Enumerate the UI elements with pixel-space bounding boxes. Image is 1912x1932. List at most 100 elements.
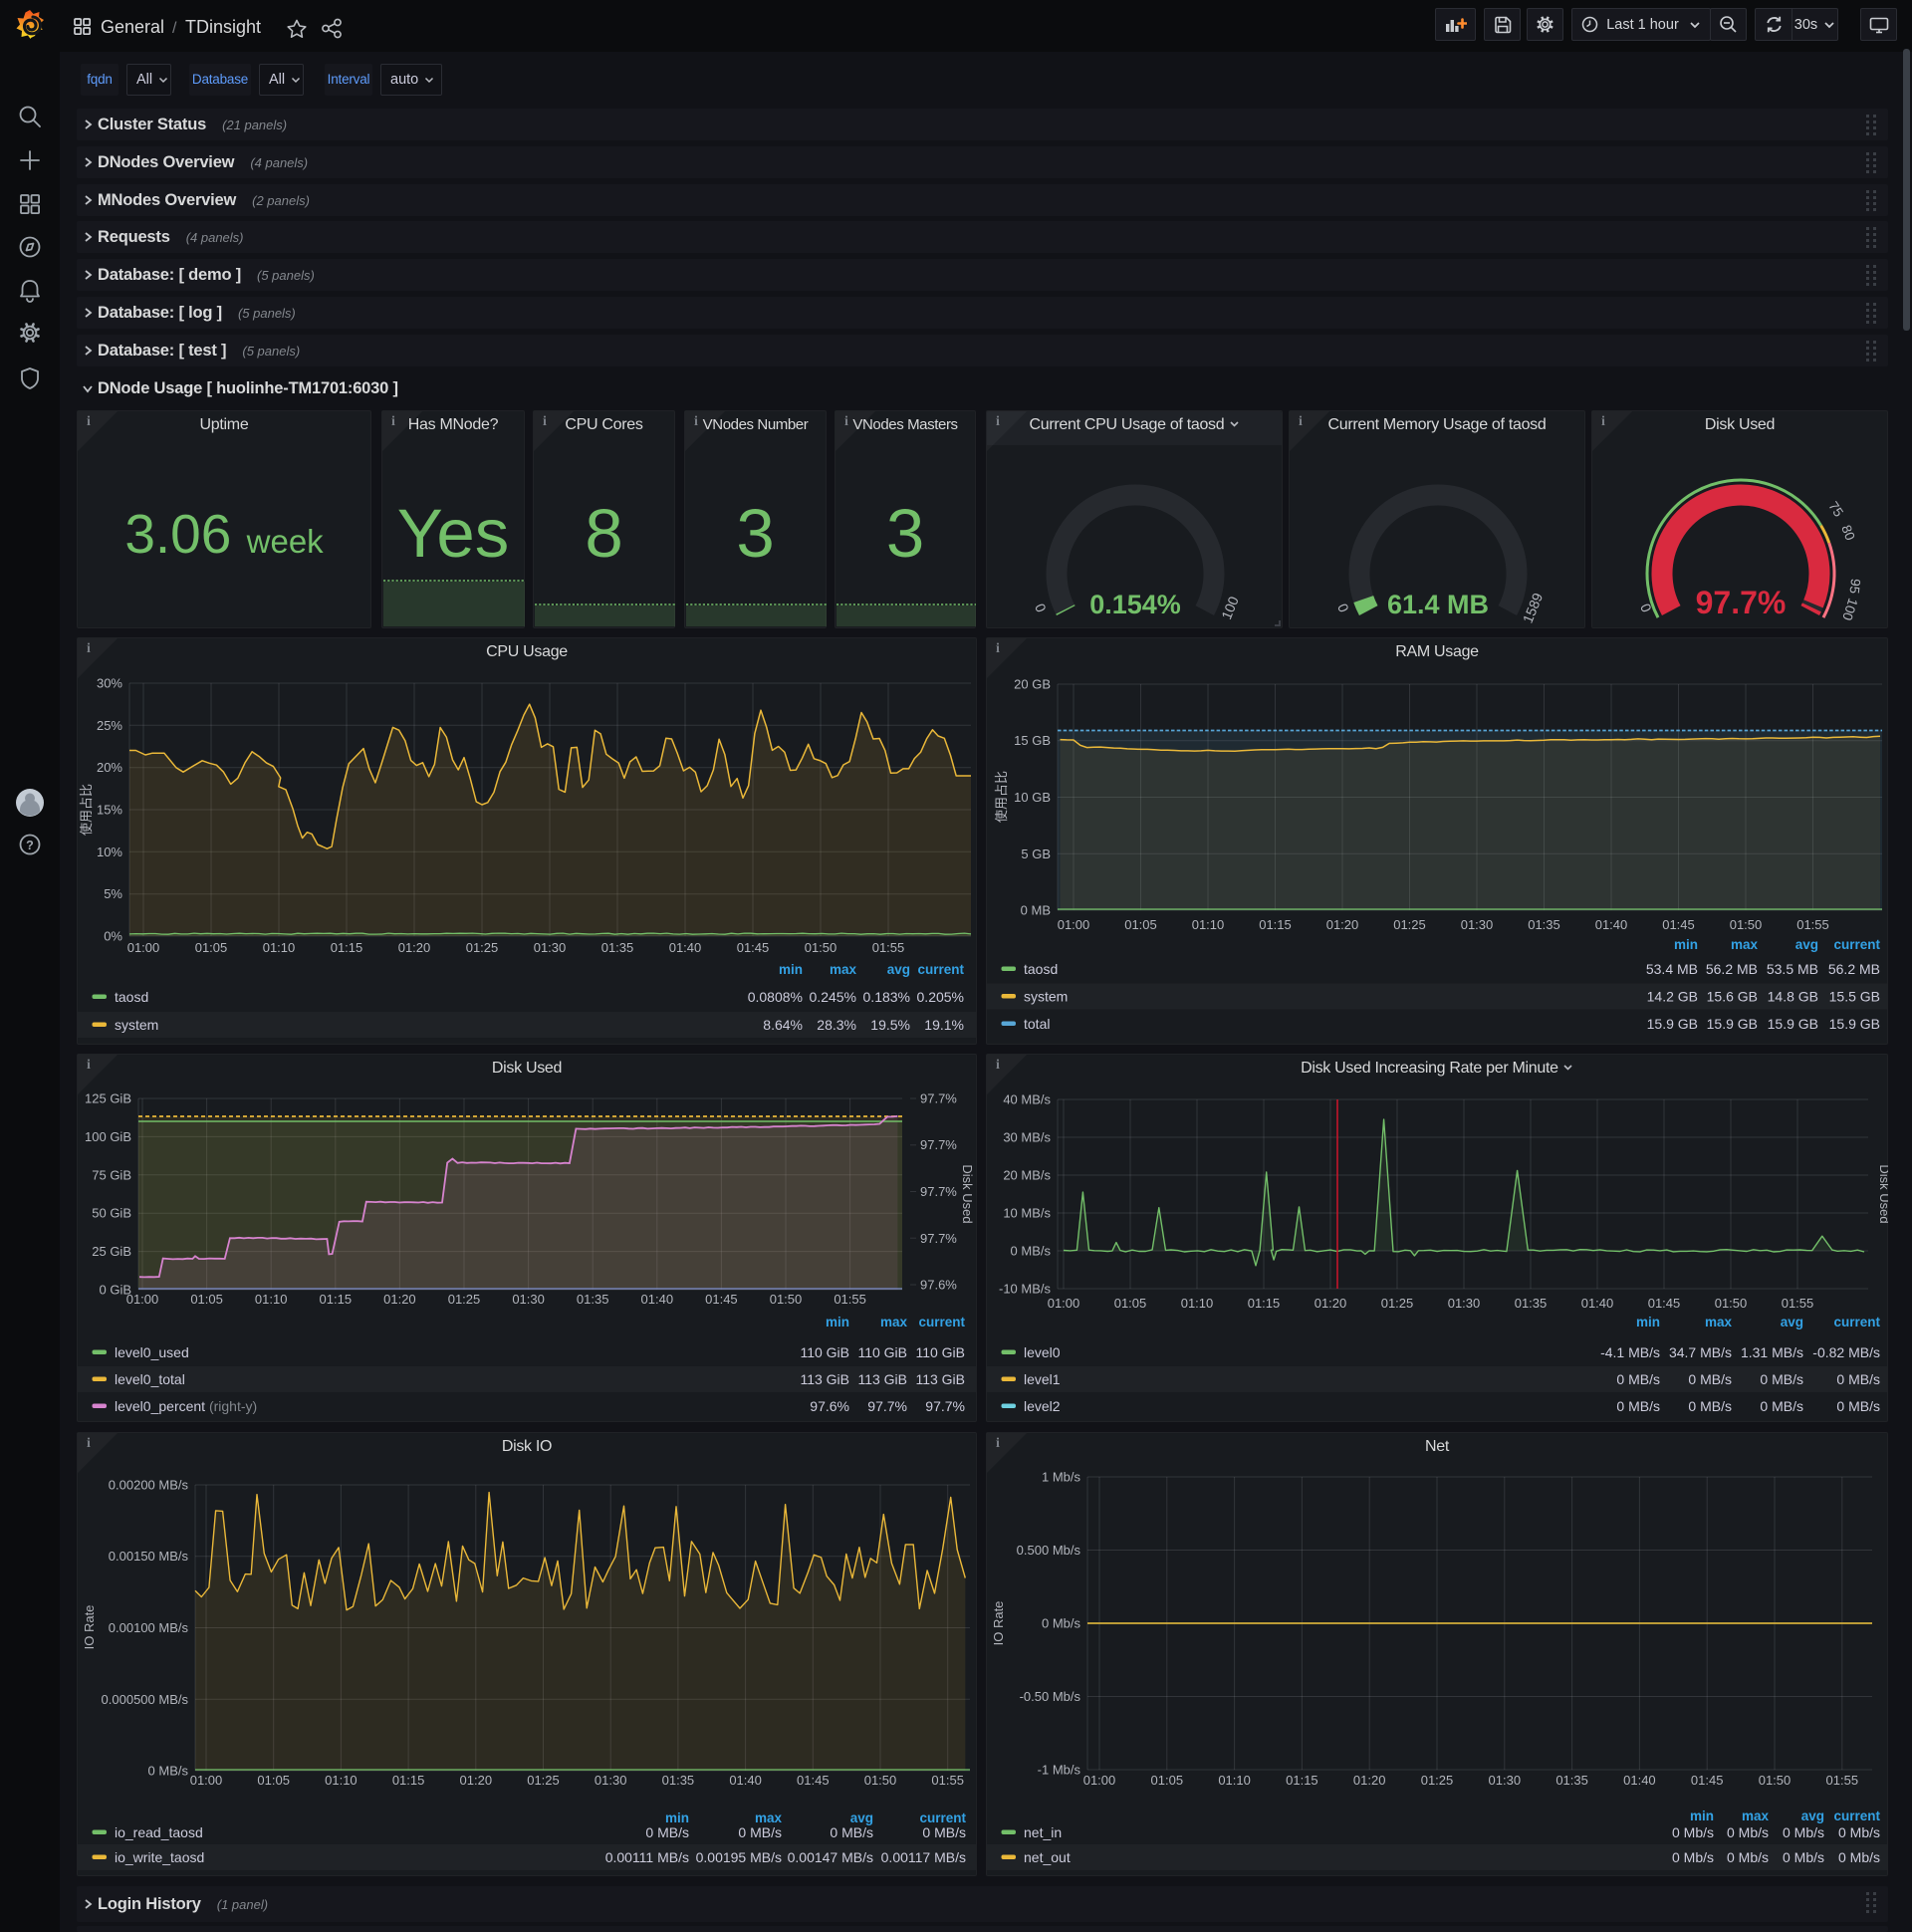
svg-text:01:05: 01:05 bbox=[257, 1773, 290, 1788]
svg-text:01:55: 01:55 bbox=[834, 1292, 866, 1307]
svg-text:current: current bbox=[918, 1315, 965, 1329]
svg-text:01:45: 01:45 bbox=[797, 1773, 830, 1788]
svg-text:14.8 GB: 14.8 GB bbox=[1768, 989, 1818, 1005]
svg-text:/: / bbox=[172, 20, 177, 37]
svg-text:0 MB/s: 0 MB/s bbox=[1011, 1244, 1052, 1259]
svg-text:01:10: 01:10 bbox=[1218, 1773, 1251, 1788]
svg-text:01:10: 01:10 bbox=[255, 1292, 288, 1307]
svg-text:20 GB: 20 GB bbox=[1014, 677, 1051, 692]
svg-text:01:30: 01:30 bbox=[534, 940, 567, 955]
svg-text:0.00150 MB/s: 0.00150 MB/s bbox=[109, 1549, 189, 1564]
svg-text:0.000500 MB/s: 0.000500 MB/s bbox=[102, 1692, 189, 1707]
svg-text:0: 0 bbox=[1637, 602, 1655, 614]
svg-text:min: min bbox=[665, 1811, 689, 1825]
svg-text:01:25: 01:25 bbox=[448, 1292, 481, 1307]
svg-text:min: min bbox=[826, 1315, 849, 1329]
svg-text:56.2 MB: 56.2 MB bbox=[1828, 961, 1880, 977]
svg-text:0.245%: 0.245% bbox=[810, 989, 856, 1005]
svg-text:system: system bbox=[115, 1017, 158, 1033]
svg-text:15.9 GB: 15.9 GB bbox=[1829, 1016, 1880, 1032]
svg-text:01:35: 01:35 bbox=[577, 1292, 609, 1307]
svg-text:TDinsight: TDinsight bbox=[185, 17, 261, 37]
svg-text:20%: 20% bbox=[97, 760, 122, 775]
svg-text:max: max bbox=[1742, 1809, 1770, 1823]
svg-text:0 Mb/s: 0 Mb/s bbox=[1838, 1849, 1880, 1865]
svg-text:01:55: 01:55 bbox=[872, 940, 905, 955]
svg-text:io_read_taosd: io_read_taosd bbox=[115, 1824, 203, 1840]
svg-text:01:50: 01:50 bbox=[1730, 917, 1763, 932]
svg-text:01:10: 01:10 bbox=[1181, 1296, 1214, 1311]
svg-text:0 MB: 0 MB bbox=[1021, 903, 1051, 918]
svg-text:97.7%: 97.7% bbox=[925, 1398, 965, 1414]
svg-text:01:20: 01:20 bbox=[460, 1773, 493, 1788]
svg-text:113 GiB: 113 GiB bbox=[857, 1371, 907, 1387]
svg-text:IO Rate: IO Rate bbox=[82, 1605, 97, 1650]
svg-text:28.3%: 28.3% bbox=[817, 1017, 856, 1033]
svg-text:25 GiB: 25 GiB bbox=[92, 1244, 131, 1259]
svg-text:30 MB/s: 30 MB/s bbox=[1003, 1130, 1051, 1145]
svg-text:current: current bbox=[919, 1811, 966, 1825]
svg-text:25%: 25% bbox=[97, 718, 122, 733]
svg-text:01:20: 01:20 bbox=[1314, 1296, 1347, 1311]
svg-text:-0.82 MB/s: -0.82 MB/s bbox=[1812, 1344, 1880, 1360]
svg-text:max: max bbox=[1731, 937, 1759, 952]
svg-text:01:30: 01:30 bbox=[512, 1292, 545, 1307]
svg-text:01:15: 01:15 bbox=[320, 1292, 353, 1307]
svg-text:01:05: 01:05 bbox=[195, 940, 228, 955]
svg-text:min: min bbox=[1690, 1809, 1714, 1823]
svg-text:0 Mb/s: 0 Mb/s bbox=[1672, 1849, 1714, 1865]
svg-text:-1 Mb/s: -1 Mb/s bbox=[1038, 1763, 1081, 1778]
svg-text:max: max bbox=[830, 962, 857, 977]
svg-text:min: min bbox=[1674, 937, 1698, 952]
svg-text:01:35: 01:35 bbox=[601, 940, 634, 955]
svg-text:0 Mb/s: 0 Mb/s bbox=[1727, 1849, 1769, 1865]
svg-text:min: min bbox=[1636, 1315, 1660, 1329]
svg-text:1 Mb/s: 1 Mb/s bbox=[1042, 1470, 1081, 1485]
svg-text:IO Rate: IO Rate bbox=[991, 1601, 1006, 1646]
svg-text:avg: avg bbox=[850, 1811, 873, 1825]
svg-text:current: current bbox=[1833, 1315, 1880, 1329]
svg-text:-4.1 MB/s: -4.1 MB/s bbox=[1600, 1344, 1660, 1360]
svg-text:system: system bbox=[1024, 989, 1068, 1005]
svg-text:113 GiB: 113 GiB bbox=[800, 1371, 849, 1387]
svg-text:0.205%: 0.205% bbox=[917, 989, 964, 1005]
svg-text:0 MB/s: 0 MB/s bbox=[1836, 1371, 1880, 1387]
svg-text:level0_percent (right-y): level0_percent (right-y) bbox=[115, 1398, 257, 1414]
svg-text:97.7%: 97.7% bbox=[920, 1184, 957, 1199]
svg-text:0 MB/s: 0 MB/s bbox=[1616, 1398, 1660, 1414]
svg-text:97.7%: 97.7% bbox=[920, 1137, 957, 1152]
svg-text:0 MB/s: 0 MB/s bbox=[1616, 1371, 1660, 1387]
svg-text:level2: level2 bbox=[1024, 1398, 1061, 1414]
svg-text:100 GiB: 100 GiB bbox=[85, 1129, 131, 1144]
svg-text:8.64%: 8.64% bbox=[763, 1017, 803, 1033]
svg-text:75 GiB: 75 GiB bbox=[92, 1167, 131, 1182]
svg-text:net_in: net_in bbox=[1024, 1824, 1062, 1840]
svg-text:01:50: 01:50 bbox=[770, 1292, 803, 1307]
svg-text:01:00: 01:00 bbox=[126, 1292, 159, 1307]
svg-text:01:00: 01:00 bbox=[190, 1773, 223, 1788]
svg-text:80: 80 bbox=[1838, 523, 1857, 542]
svg-text:avg: avg bbox=[1795, 937, 1818, 952]
svg-text:01:05: 01:05 bbox=[1124, 917, 1157, 932]
svg-text:01:20: 01:20 bbox=[1326, 917, 1359, 932]
svg-text:0 MB/s: 0 MB/s bbox=[148, 1764, 189, 1779]
svg-text:0 MB/s: 0 MB/s bbox=[1688, 1371, 1732, 1387]
svg-text:0 MB/s: 0 MB/s bbox=[1760, 1371, 1803, 1387]
svg-text:15 GB: 15 GB bbox=[1014, 733, 1051, 748]
svg-text:01:00: 01:00 bbox=[1058, 917, 1090, 932]
svg-text:01:05: 01:05 bbox=[190, 1292, 223, 1307]
svg-text:net_out: net_out bbox=[1024, 1849, 1071, 1865]
svg-text:Disk Used: Disk Used bbox=[1877, 1164, 1888, 1223]
svg-text:01:50: 01:50 bbox=[1715, 1296, 1748, 1311]
svg-text:01:35: 01:35 bbox=[1528, 917, 1560, 932]
svg-text:50 GiB: 50 GiB bbox=[92, 1206, 131, 1221]
svg-text:current: current bbox=[1833, 937, 1880, 952]
svg-text:01:00: 01:00 bbox=[127, 940, 160, 955]
svg-text:53.4 MB: 53.4 MB bbox=[1646, 961, 1698, 977]
svg-text:5 GB: 5 GB bbox=[1021, 846, 1051, 861]
svg-text:?: ? bbox=[26, 839, 34, 852]
svg-text:01:50: 01:50 bbox=[864, 1773, 897, 1788]
svg-text:15%: 15% bbox=[97, 803, 122, 818]
svg-text:0 Mb/s: 0 Mb/s bbox=[1672, 1824, 1714, 1840]
svg-text:01:20: 01:20 bbox=[398, 940, 431, 955]
